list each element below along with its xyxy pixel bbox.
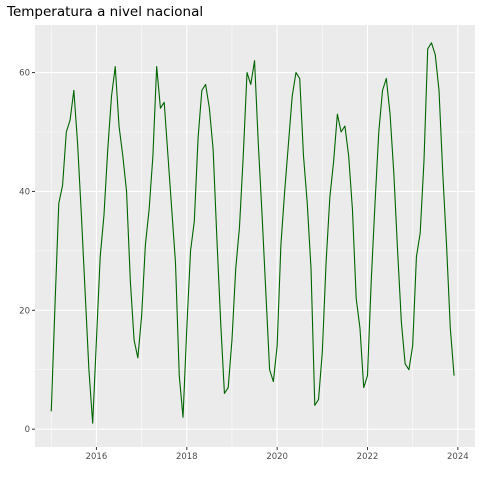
y-tick-label: 40 (19, 187, 30, 197)
series-layer (50, 42, 455, 424)
chart-title: Temperatura a nivel nacional (6, 4, 203, 20)
grid-minor (35, 25, 475, 447)
y-tick-label: 20 (19, 306, 30, 316)
plot-panel (35, 25, 475, 447)
x-tick-label: 2022 (357, 452, 379, 462)
x-axis: 2016 2018 2020 2022 2024 (86, 447, 469, 462)
x-tick-label: 2018 (176, 452, 198, 462)
series-line (50, 42, 455, 424)
y-tick-label: 0 (25, 425, 30, 435)
x-tick-label: 2020 (266, 452, 288, 462)
x-tick-label: 2024 (447, 452, 469, 462)
y-axis: 0 20 40 60 (19, 69, 35, 435)
x-tick-label: 2016 (86, 452, 108, 462)
y-tick-label: 60 (19, 69, 30, 79)
